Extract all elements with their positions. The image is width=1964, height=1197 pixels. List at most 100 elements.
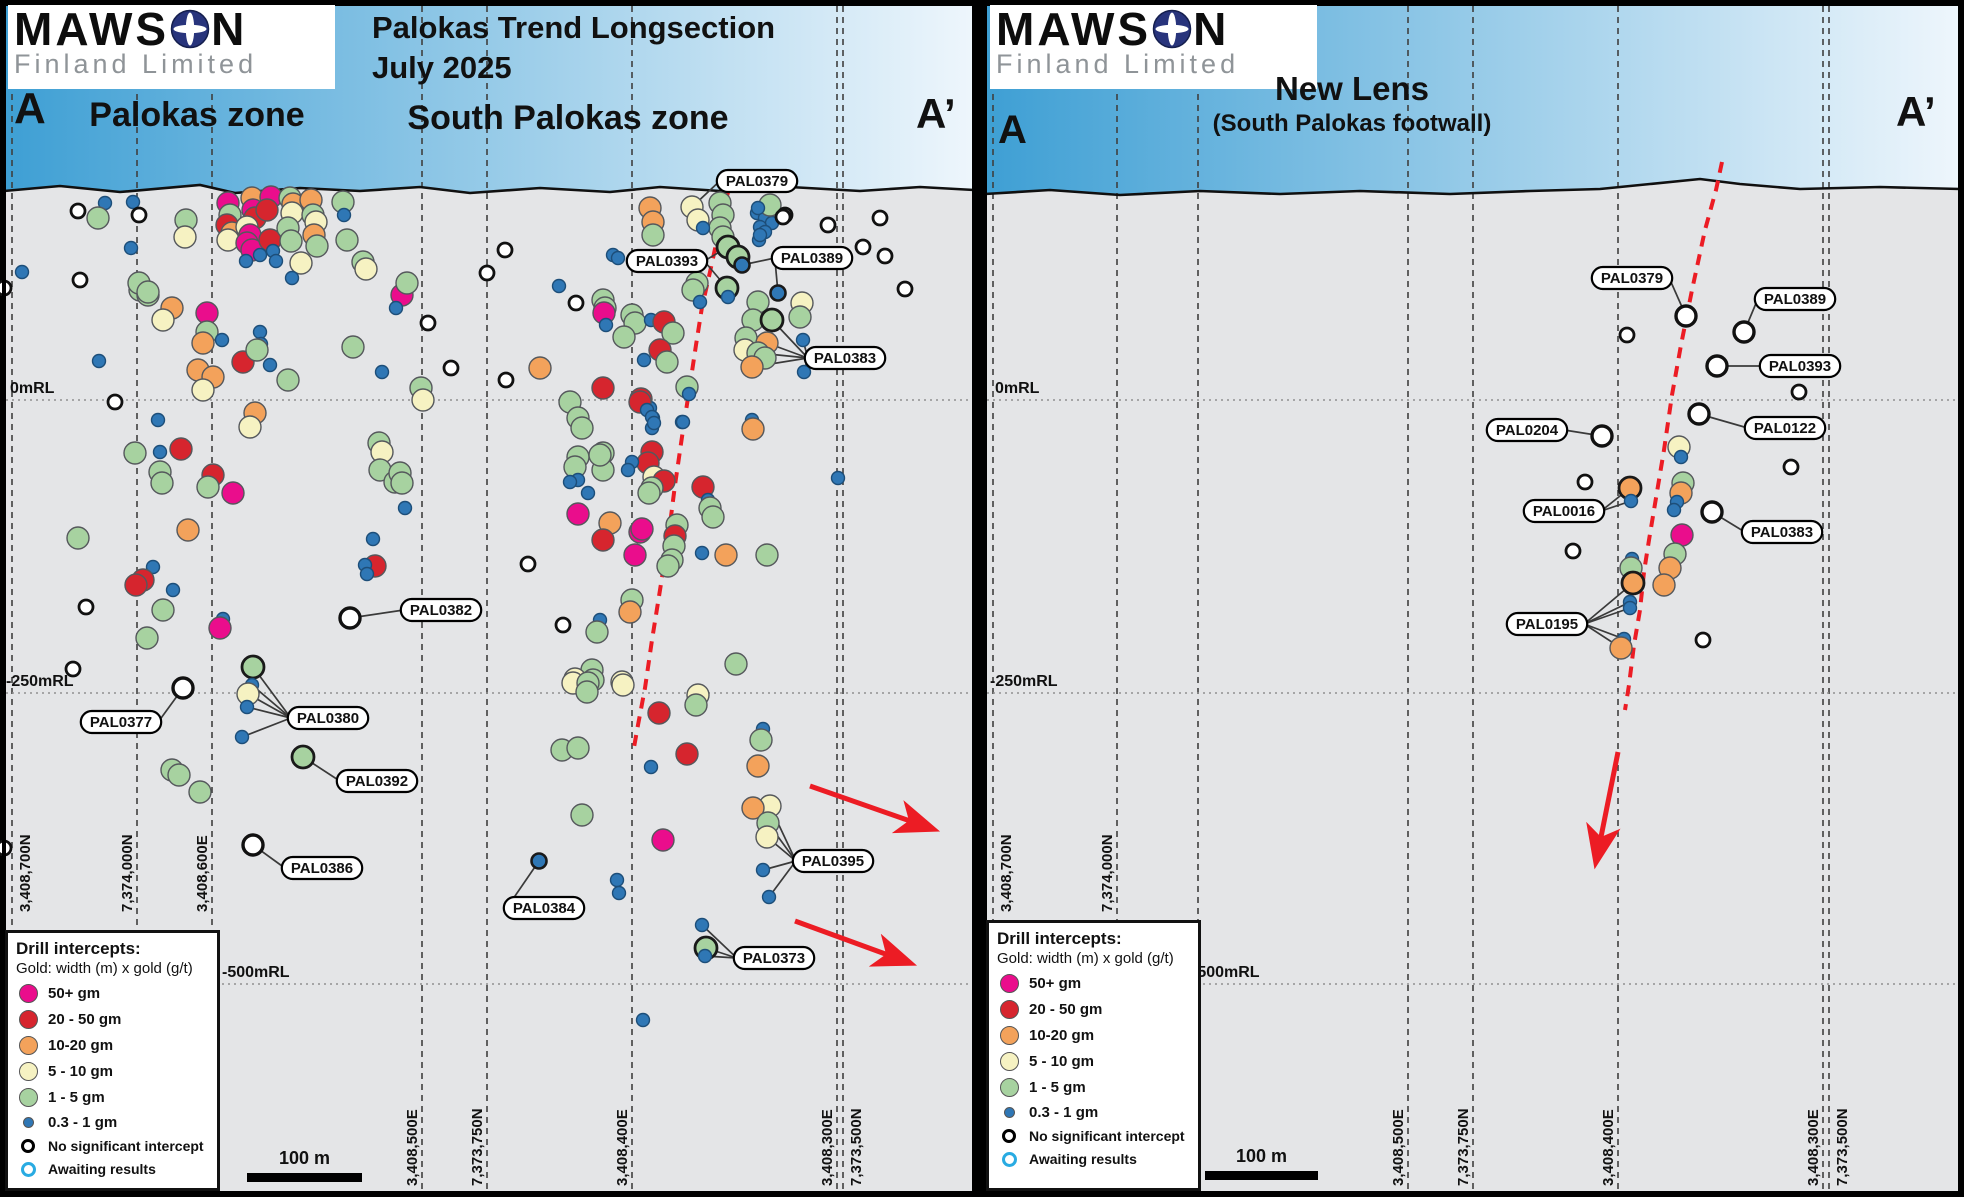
drillhole-label-text: PAL0393 <box>636 253 698 270</box>
drill-intercept-dot-r <box>591 528 615 552</box>
legend-item-label: Awaiting results <box>48 1161 156 1177</box>
drillhole-label-text: PAL0389 <box>1764 291 1826 308</box>
drillhole-label: PAL0122 <box>1743 415 1827 441</box>
drill-intercept-dot-r <box>255 198 279 222</box>
logo-globe-icon <box>170 9 210 49</box>
drill-intercept-dot-b <box>695 220 711 236</box>
ground-surface-line <box>3 183 975 195</box>
legend-swatch-icon <box>999 1052 1019 1071</box>
legend-item-o: 10-20 gm <box>16 1036 209 1055</box>
drill-intercept-dot-g <box>575 680 599 704</box>
drill-intercept-dot-y <box>611 673 635 697</box>
drillhole-label-text: PAL0379 <box>726 173 788 190</box>
drill-intercept-dot-n <box>106 393 124 411</box>
legend-item-b: 0.3 - 1 gm <box>16 1114 209 1131</box>
gridline-label: 3,408,500E <box>404 1109 421 1186</box>
legend-item-label: 5 - 10 gm <box>48 1063 114 1080</box>
legend-swatch-icon <box>1002 1129 1016 1143</box>
drill-intercept-dot-o <box>714 543 738 567</box>
label-leader-line <box>246 706 292 719</box>
drill-intercept-dot-nr <box>1705 354 1729 378</box>
plunge-arrow <box>809 783 941 834</box>
legend-item-r: 20 - 50 gm <box>16 1010 209 1029</box>
legend-title: Drill intercepts: <box>16 939 141 958</box>
drill-intercept-dot-r <box>675 742 699 766</box>
drill-intercept-dot-g <box>245 338 269 362</box>
drill-intercept-dot-b <box>14 264 30 280</box>
drill-intercept-dot-n <box>896 280 914 298</box>
drill-intercept-dot-b <box>610 250 626 266</box>
legend-item-label: Awaiting results <box>1029 1151 1137 1167</box>
drill-intercept-dot-g <box>701 505 725 529</box>
drill-intercept-dot-g <box>661 321 685 345</box>
drill-intercept-dot-m <box>208 616 232 640</box>
drill-intercept-dot-r <box>647 701 671 725</box>
legend-item-label: No significant intercept <box>48 1138 204 1154</box>
drill-intercept-dot-n <box>519 555 537 573</box>
legend-items: 50+ gm 20 - 50 gm 10-20 gm 5 - 10 gm 1 - 5 g… <box>16 984 209 1177</box>
drill-intercept-dot-b <box>1673 449 1689 465</box>
logo-subtitle: Finland Limited <box>14 49 258 79</box>
title-line-2: July 2025 <box>372 50 512 85</box>
gridline-label: 7,373,500N <box>848 1108 865 1186</box>
drillhole-label: PAL0393 <box>625 248 709 274</box>
drill-intercept-dot-g <box>724 652 748 676</box>
rl-label: 0mRL <box>10 380 55 397</box>
drill-intercept-dot-m <box>566 502 590 526</box>
mawson-logo-word: MAWS N <box>14 6 329 52</box>
drill-intercept-dot-g <box>150 471 174 495</box>
gridline-label: 7,373,750N <box>469 1108 486 1186</box>
drillhole-label-text: PAL0373 <box>743 950 805 967</box>
legend-swatch-icon <box>1003 1107 1015 1118</box>
drill-intercept-dot-nr <box>1687 402 1711 426</box>
legend-item-label: 20 - 50 gm <box>48 1011 122 1028</box>
drill-intercept-dot-b <box>796 364 812 380</box>
legend-swatch-icon <box>20 1161 36 1177</box>
drill-intercept-dot-r <box>124 573 148 597</box>
drill-intercept-dot-n <box>130 206 148 224</box>
legend-swatch-icon <box>18 1036 38 1055</box>
drill-intercept-dot-n <box>478 264 496 282</box>
drill-intercept-dot-b <box>165 582 181 598</box>
label-leader-line <box>1583 601 1631 625</box>
scale-bar-label: 100 m <box>278 1148 331 1168</box>
drill-intercept-dot-m <box>221 481 245 505</box>
gridline-label: 3,408,400E <box>614 1109 631 1186</box>
drillhole-label: PAL0379 <box>715 168 799 194</box>
ground-surface-line <box>984 177 1961 197</box>
rl-label: -500mRL <box>222 964 290 981</box>
drill-intercept-dot-b <box>239 699 255 715</box>
drill-intercept-dot-g <box>123 441 147 465</box>
drill-intercept-dot-g <box>66 526 90 550</box>
legend-item-awaiting: Awaiting results <box>997 1151 1190 1167</box>
drill-intercept-dot-b <box>620 462 636 478</box>
rl-label: -250mRL <box>990 673 1058 690</box>
drill-intercept-dot-nr <box>1674 304 1698 328</box>
drill-intercept-dot-b <box>635 1012 651 1028</box>
scale-bar-label: 100 m <box>1235 1146 1288 1166</box>
scale-bar: 100 m <box>247 1148 362 1182</box>
label-leader-line <box>241 717 292 738</box>
drill-intercept-dot-b <box>750 200 766 216</box>
drillhole-label: PAL0386 <box>280 855 364 881</box>
drill-intercept-dot-gr <box>240 654 266 680</box>
drill-intercept-dot-g <box>755 543 779 567</box>
drill-intercept-dot-y <box>354 257 378 281</box>
legend-item-o: 10-20 gm <box>997 1026 1190 1045</box>
drill-intercept-dot-b <box>562 474 578 490</box>
drill-intercept-dot-b <box>397 500 413 516</box>
drill-intercept-dot-b <box>752 227 768 243</box>
drill-intercept-dot-g <box>390 471 414 495</box>
legend-swatch-icon <box>999 1026 1019 1045</box>
new-lens-title: New Lens <box>1274 70 1430 107</box>
drill-intercept-dot-n <box>554 616 572 634</box>
drill-intercept-dot-nr <box>1590 424 1614 448</box>
new-lens-title-block: New Lens (South Palokas footwall) <box>1202 70 1502 138</box>
drill-intercept-dot-g <box>335 228 359 252</box>
drill-intercept-dot-r <box>591 376 615 400</box>
drillhole-label-text: PAL0382 <box>410 602 472 619</box>
drill-intercept-dot-b <box>234 729 250 745</box>
drill-intercept-dot-b <box>1622 600 1638 616</box>
drill-intercept-dot-o <box>176 518 200 542</box>
drill-intercept-dot-g <box>566 736 590 760</box>
